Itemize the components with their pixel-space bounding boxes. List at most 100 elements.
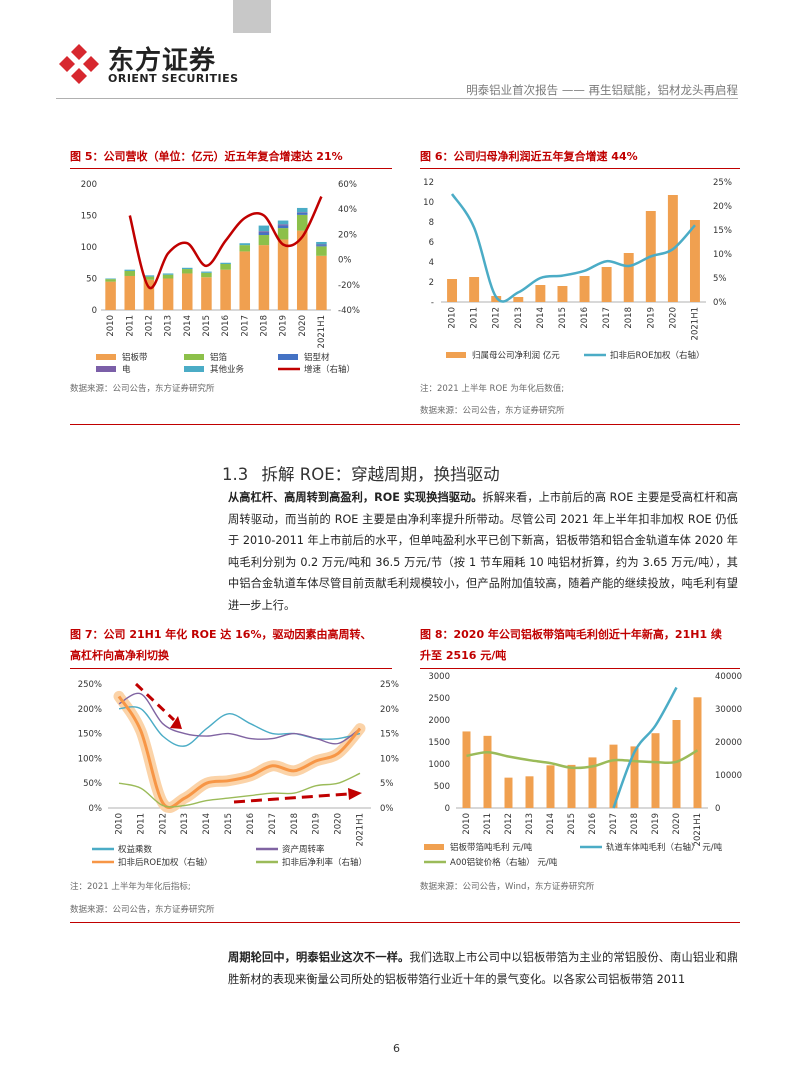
fig6-bar bbox=[447, 279, 458, 302]
fig5-bar-segment bbox=[239, 243, 251, 246]
fig5-y-right-tick: -40% bbox=[338, 306, 360, 316]
fig5-legend-item-swatch bbox=[184, 366, 204, 372]
fig8-bar bbox=[504, 777, 513, 808]
fig8-y-left-tick: 1000 bbox=[428, 760, 450, 770]
fig8-source: 数据来源：公司公告，Wind，东方证券研究所 bbox=[420, 882, 595, 892]
fig8-x-tick: 2019 bbox=[651, 813, 661, 835]
figure-block-divider bbox=[70, 424, 740, 425]
fig6-x-tick: 2019 bbox=[646, 307, 656, 329]
fig8-x-tick: 2016 bbox=[588, 813, 598, 835]
fig5-bar-segment bbox=[258, 235, 270, 246]
fig5-bar-segment bbox=[258, 231, 270, 233]
fig5-legend-item-label: 铝箔 bbox=[210, 352, 228, 363]
fig5-y-left-tick: 0 bbox=[92, 306, 97, 316]
fig8-y-right-tick: 20000 bbox=[715, 738, 742, 748]
fig5-bar-segment bbox=[124, 270, 136, 276]
logo-text-cn: 东方证券 bbox=[108, 46, 217, 76]
fig8-y-right-tick: 0 bbox=[715, 804, 720, 814]
fig5-title: 图 5：公司营收（单位：亿元）近五年复合增速达 21% bbox=[70, 150, 343, 163]
fig5-legend-item-swatch bbox=[96, 354, 116, 360]
fig8-bar bbox=[567, 764, 576, 808]
fig5-bar-segment bbox=[277, 225, 289, 229]
fig5-legend-item-swatch bbox=[184, 354, 204, 360]
fig7-y-left-tick: 100% bbox=[78, 754, 102, 764]
fig6-roe-line bbox=[450, 193, 696, 303]
fig7-arrow-up bbox=[233, 792, 349, 804]
fig7-x-tick: 2019 bbox=[312, 813, 322, 835]
header-tab-decoration bbox=[233, 0, 271, 33]
fig5-bar-segment bbox=[162, 278, 174, 310]
fig5-bar-segment bbox=[181, 267, 193, 270]
fig5-bar-segment bbox=[105, 279, 116, 282]
fig7-title-line2: 高杠杆向高净利切换 bbox=[70, 649, 169, 662]
fig8-x-tick: 2013 bbox=[525, 813, 535, 835]
fig6-y-right-tick: 0% bbox=[713, 298, 727, 308]
fig7-y-right-tick: 15% bbox=[380, 730, 399, 740]
fig5-x-tick: 2010 bbox=[106, 315, 116, 337]
fig8-x-tick: 2015 bbox=[567, 813, 577, 835]
fig8-y-left-tick: 3000 bbox=[428, 672, 450, 682]
fig8-bar bbox=[651, 733, 660, 808]
fig5-bar-segment bbox=[296, 230, 308, 310]
fig6-y-left-tick: 6 bbox=[429, 238, 434, 248]
fig8-legend-item-label: A00铝锭价格（右轴） 元/吨 bbox=[450, 857, 558, 868]
fig8-bar bbox=[693, 697, 702, 808]
fig7-series-line bbox=[118, 772, 361, 808]
fig6-y-left-tick: 12 bbox=[423, 178, 434, 188]
fig8-y-left-tick: 2500 bbox=[428, 694, 450, 704]
fig6-legend-item-label: 扣非后ROE加权（右轴） bbox=[610, 350, 704, 361]
fig6-y-right-tick: 10% bbox=[713, 250, 732, 260]
fig6-x-tick: 2018 bbox=[624, 307, 634, 329]
company-logo-icon bbox=[59, 44, 99, 84]
fig5-legend-item-label: 其他业务 bbox=[210, 364, 245, 375]
paragraph-roe-body: 拆解来看，上市前后的高 ROE 主要是受高杠杆和高周转驱动，而当前的 ROE 主… bbox=[228, 491, 738, 612]
fig5-legend-item-label: 增速（右轴） bbox=[304, 364, 355, 375]
fig7-y-left-tick: 200% bbox=[78, 705, 102, 715]
fig5-bar-segment bbox=[105, 281, 116, 310]
fig8-legend-item-label: 轨道车体吨毛利（右轴） 元/吨 bbox=[606, 842, 723, 853]
fig8-bar bbox=[462, 731, 471, 808]
fig8-y-right-tick: 10000 bbox=[715, 771, 742, 781]
fig8-x-tick: 2018 bbox=[630, 813, 640, 835]
fig7-y-left-tick: 150% bbox=[78, 730, 102, 740]
paragraph-cycle-body: 我们选取上市公司中以铝板带箔为主业的常铝股份、南山铝业和鼎胜新材的表现来衡量公司… bbox=[228, 951, 738, 986]
fig5-y-right-tick: 40% bbox=[338, 205, 357, 215]
fig5-bar-segment bbox=[124, 269, 136, 271]
fig5-bar-segment bbox=[277, 220, 289, 225]
fig6-x-tick: 2010 bbox=[448, 307, 458, 329]
fig6-y-right-tick: 25% bbox=[713, 178, 732, 188]
fig5-bar-segment bbox=[296, 212, 308, 215]
fig7-y-left-tick: 50% bbox=[83, 779, 102, 789]
figure-block-divider-2 bbox=[70, 922, 740, 923]
fig5-y-right-tick: 60% bbox=[338, 180, 357, 190]
fig6-y-left-tick: 10 bbox=[423, 198, 434, 208]
fig5-bar-segment bbox=[220, 269, 231, 310]
fig7-x-tick: 2017 bbox=[268, 813, 278, 835]
fig5-bar-segment bbox=[143, 276, 155, 280]
page-number: 6 bbox=[393, 1042, 400, 1055]
fig6-legend-item-swatch bbox=[446, 352, 466, 358]
fig5-bar-segment bbox=[162, 274, 174, 279]
fig8-x-tick: 2021H1 bbox=[693, 813, 703, 846]
fig5-legend-item-label: 铝型材 bbox=[304, 352, 330, 363]
fig5-x-tick: 2012 bbox=[144, 315, 154, 337]
paragraph-roe: 从高杠杆、高周转到高盈利，ROE 实现换挡驱动。拆解来看，上市前后的高 ROE … bbox=[228, 487, 738, 616]
fig5-bar-segment bbox=[201, 272, 212, 278]
fig8-bar bbox=[483, 735, 492, 808]
fig8-x-tick: 2010 bbox=[462, 813, 472, 835]
fig7-y-right-tick: 10% bbox=[380, 754, 399, 764]
fig5-x-tick: 2020 bbox=[298, 315, 308, 337]
fig6-y-right-tick: 5% bbox=[713, 274, 727, 284]
fig5-x-tick: 2014 bbox=[183, 315, 193, 337]
fig8-x-tick: 2014 bbox=[546, 813, 556, 835]
fig7-legend-item-label: 扣非后ROE加权（右轴） bbox=[118, 857, 212, 868]
fig7-y-right-tick: 5% bbox=[380, 779, 394, 789]
fig5-bar-segment bbox=[316, 255, 327, 310]
fig5-bar-segment bbox=[105, 278, 116, 280]
fig5-x-tick: 2016 bbox=[221, 315, 231, 337]
fig5-bar-segment bbox=[316, 245, 327, 247]
fig7-x-tick: 2014 bbox=[202, 813, 212, 835]
fig5-bar-segment bbox=[296, 207, 308, 213]
fig8-rail-margin-line bbox=[612, 686, 678, 809]
fig5-bar-segment bbox=[258, 245, 270, 310]
